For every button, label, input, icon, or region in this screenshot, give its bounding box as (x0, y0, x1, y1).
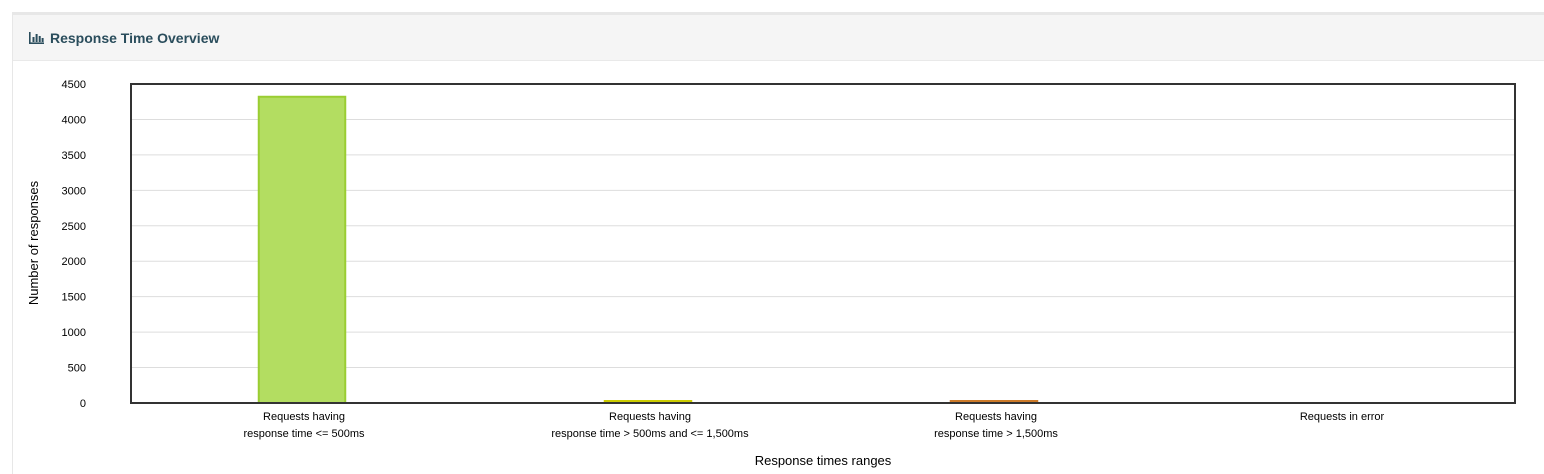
y-tick-label: 0 (80, 398, 86, 410)
panel-title: Response Time Overview (28, 28, 219, 48)
bar-1[interactable] (257, 95, 347, 404)
y-tick-label: 500 (68, 363, 86, 375)
bar-chart-icon (29, 32, 44, 44)
panel-title-text: Response Time Overview (50, 30, 220, 46)
x-axis-label: Response times ranges (755, 453, 892, 468)
y-tick-label: 1500 (62, 292, 86, 304)
y-axis-ticks: 0 500 1000 1500 2000 2500 3000 3500 4000 4500 (62, 79, 86, 410)
y-tick-label: 1000 (62, 327, 86, 339)
y-tick-label: 3500 (62, 150, 86, 162)
plot-frame (130, 83, 1516, 404)
y-tick-label: 2000 (62, 256, 86, 268)
panel-heading[interactable]: Response Time Overview (13, 15, 1544, 61)
x-tick-label: Requests having response time <= 500ms (243, 411, 365, 440)
top-strip (0, 0, 1544, 12)
x-axis-ticks: Requests having response time <= 500ms Req… (243, 411, 1384, 440)
x-tick-label: Requests having response time > 500ms and… (551, 411, 749, 440)
x-tick-label: Requests having response time > 1,500ms (934, 411, 1058, 440)
y-tick-label: 3000 (62, 185, 86, 197)
y-tick-label: 2500 (62, 221, 86, 233)
y-tick-label: 4500 (62, 79, 86, 91)
x-tick-label: Requests in error (1300, 411, 1385, 423)
chart-grid (131, 118, 1515, 369)
y-axis-label: Number of responses (26, 180, 41, 305)
chart-bars (257, 95, 1039, 404)
y-tick-label: 4000 (62, 114, 86, 126)
